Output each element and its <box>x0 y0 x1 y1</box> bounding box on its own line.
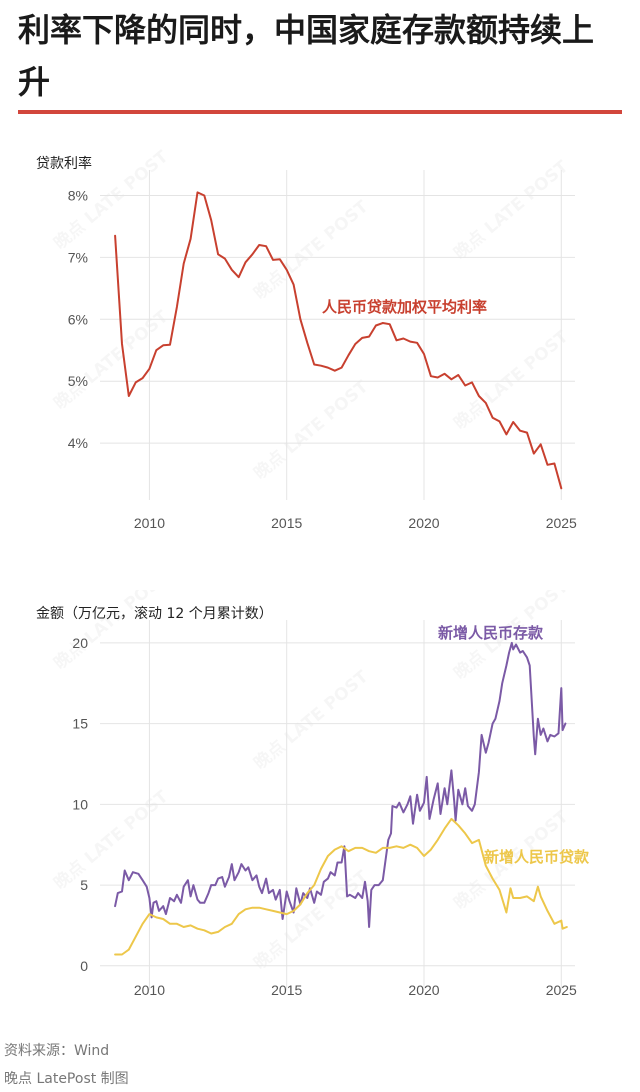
watermark: 晚点 LATE POST <box>50 590 173 674</box>
y-tick-label: 4% <box>68 435 88 451</box>
source-note: 资料来源：Wind <box>4 1043 110 1059</box>
y-tick-label: 7% <box>68 249 88 265</box>
watermark: 晚点 LATE POST <box>250 376 373 484</box>
headline: 利率下降的同时，中国家庭存款额持续上升 <box>18 11 595 101</box>
watermark: 晚点 LATE POST <box>50 786 173 894</box>
y-tick-label: 0 <box>80 958 88 974</box>
x-tick-label: 2025 <box>546 982 577 998</box>
series-line <box>114 191 563 490</box>
x-tick-label: 2015 <box>271 515 302 531</box>
axis-title: 金额（万亿元，滚动 12 个月累计数） <box>36 605 273 622</box>
y-tick-label: 8% <box>68 187 88 203</box>
axis-title: 贷款利率 <box>36 155 92 172</box>
series-line <box>114 817 568 956</box>
x-tick-label: 2020 <box>408 982 439 998</box>
watermark: 晚点 LATE POST <box>250 666 373 774</box>
x-tick-label: 2020 <box>408 515 439 531</box>
watermark: 晚点 LATE POST <box>450 326 573 434</box>
y-tick-label: 20 <box>72 635 88 651</box>
y-tick-label: 6% <box>68 311 88 327</box>
series-label: 人民币贷款加权平均利率 <box>322 298 487 316</box>
x-tick-label: 2015 <box>271 982 302 998</box>
headline-rule <box>18 110 622 114</box>
x-tick-label: 2010 <box>134 982 165 998</box>
series-line <box>114 641 567 928</box>
watermark: 晚点 LATE POST <box>250 866 373 974</box>
x-tick-label: 2025 <box>546 515 577 531</box>
credit-note: 晚点 LatePost 制图 <box>4 1071 129 1087</box>
series-label: 新增人民币存款 <box>438 624 544 642</box>
y-tick-label: 5 <box>80 877 88 893</box>
x-tick-label: 2010 <box>134 515 165 531</box>
watermark: 晚点 LATE POST <box>450 156 573 264</box>
deposit-loan-chart: 晚点 LATE POST 晚点 LATE POST 晚点 LATE POST 晚点 L… <box>36 590 590 998</box>
y-tick-label: 5% <box>68 373 88 389</box>
series-label: 新增人民币贷款 <box>484 848 590 866</box>
y-tick-label: 10 <box>72 796 88 812</box>
y-tick-label: 15 <box>72 716 88 732</box>
